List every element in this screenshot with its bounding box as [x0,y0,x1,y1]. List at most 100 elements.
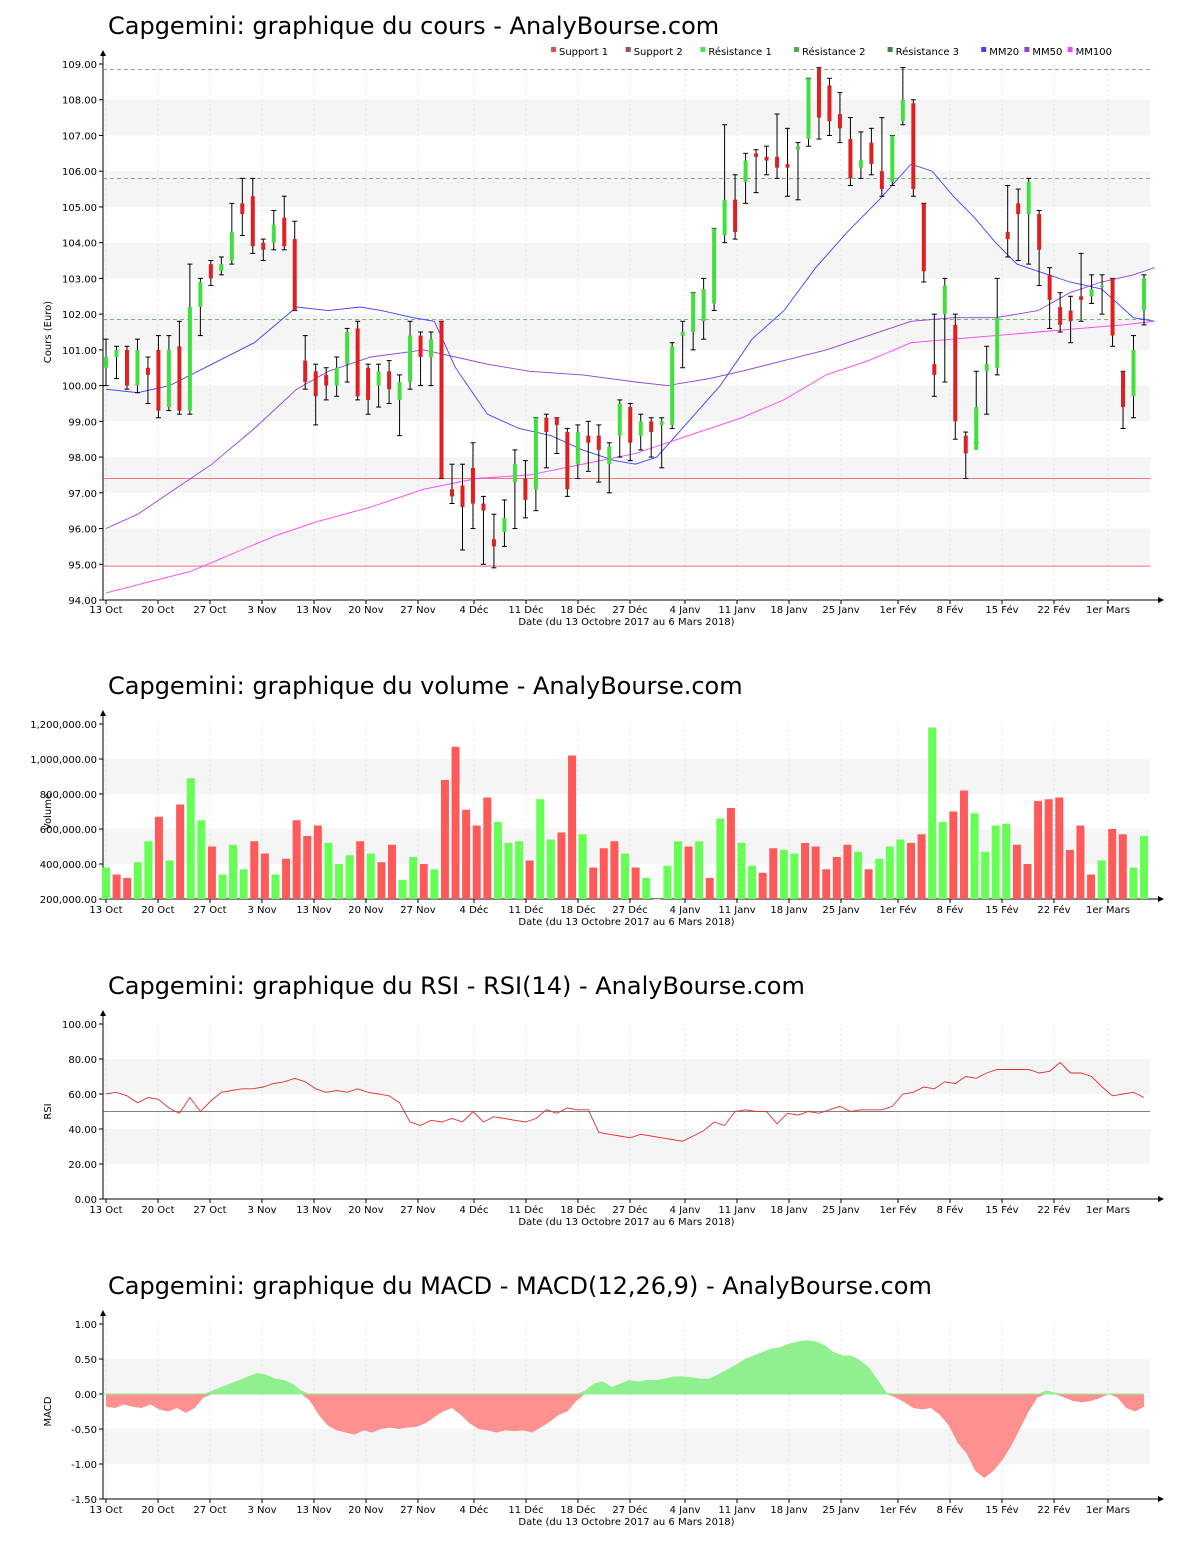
candle [585,420,591,472]
volume-bar [917,834,926,899]
x-tick-label: 13 Oct [89,905,122,916]
volume-bar [504,843,513,899]
candle-body [250,196,255,247]
candle [1110,277,1116,347]
y-tick-label: 400,000.00 [40,860,97,871]
x-tick-label: 18 Déc [560,1504,595,1516]
candle-body [775,156,780,168]
candle [858,131,864,179]
volume-bar [790,853,799,899]
candle-body [544,417,549,433]
x-tick-label: 1er Fév [879,904,916,916]
volume-bar [822,869,831,899]
candle-body [670,346,675,425]
volume-bar [1129,867,1138,899]
candle [376,363,382,408]
candle-body [334,367,339,386]
volume-bar [462,809,471,899]
candle-body [114,349,119,358]
volume-bar [271,874,280,899]
candle-body [502,517,507,533]
volume-bar [811,846,820,899]
y-tick-label: 95.00 [68,560,97,571]
volume-bar [112,874,121,899]
candle-body [942,285,947,315]
candle-body [292,239,297,311]
candle-body [628,407,633,443]
candle-body [408,335,413,383]
volume-bar [779,850,788,899]
candle-body [596,435,601,450]
candle [826,77,832,136]
x-tick-label: 8 Fév [937,1204,964,1216]
candle [145,356,151,404]
candle-body [156,349,161,411]
volume-bar [154,816,163,899]
candle-body [397,382,402,400]
x-axis-title: Date (du 13 Octobre 2017 au 6 Mars 2018) [518,1217,734,1228]
candle-body [345,332,350,365]
candle [218,256,224,276]
y-tick-label: 107.00 [62,131,97,142]
candle-body [722,199,727,236]
x-tick-label: 1er Fév [879,1504,916,1516]
y-tick-label: 60.00 [68,1090,97,1101]
candle-body [418,335,423,358]
candle [187,263,193,415]
candle-body [187,306,192,411]
x-tick-label: 3 Nov [247,605,276,616]
volume-bar [896,839,905,899]
volume-bar [398,879,407,899]
x-tick-label: 11 Déc [508,904,543,916]
x-tick-label: 27 Nov [400,1505,436,1516]
candle [543,413,549,469]
x-tick-label: 20 Oct [141,905,174,916]
x-tick-label: 20 Oct [141,1505,174,1516]
x-tick-label: 25 Janv [822,1205,859,1216]
candle [879,117,885,197]
x-tick-label: 25 Janv [822,605,859,616]
candle-body [586,435,591,443]
x-tick-label: 27 Déc [612,904,647,916]
candle [1068,295,1074,344]
candle-body [659,421,664,425]
candle [113,345,119,379]
grid-band [103,314,1150,350]
volume-bar [483,797,492,899]
candle-body [1058,306,1063,325]
candle-body [512,464,517,483]
x-tick-label: 4 Déc [460,1504,489,1516]
volume-bar [906,843,915,899]
candle-body [733,199,738,232]
candle [711,227,717,312]
volume-bar [144,841,153,899]
volume-bar [748,865,757,899]
candle [942,277,948,383]
volume-bar [102,867,110,899]
candle-body [429,339,434,358]
candle [1131,335,1137,419]
candle [722,124,728,244]
x-tick-label: 11 Janv [718,1505,755,1516]
x-tick-label: 3 Nov [247,1205,276,1216]
volume-bar [801,843,810,899]
volume-bar [875,858,884,899]
candle [103,338,109,387]
candle-body [764,156,769,161]
x-tick-label: 20 Nov [348,605,384,616]
candle-body [953,324,958,422]
x-tick-label: 4 Déc [460,904,489,916]
candle-body [1089,289,1094,297]
x-tick-label: 13 Nov [296,1205,332,1216]
candle-body [712,228,717,304]
chart-title: Capgemini: graphique du cours - AnalyBou… [108,12,719,40]
legend-swatch [700,47,706,52]
volume-bar [430,869,439,899]
legend-entry: Support 2 [634,47,683,58]
x-tick-label: 27 Déc [612,1204,647,1216]
volume-bar [282,858,291,899]
candle-body [1068,310,1073,322]
volume-bar [1097,860,1106,899]
x-tick-label: 4 Déc [460,1204,489,1216]
candle [428,331,434,387]
